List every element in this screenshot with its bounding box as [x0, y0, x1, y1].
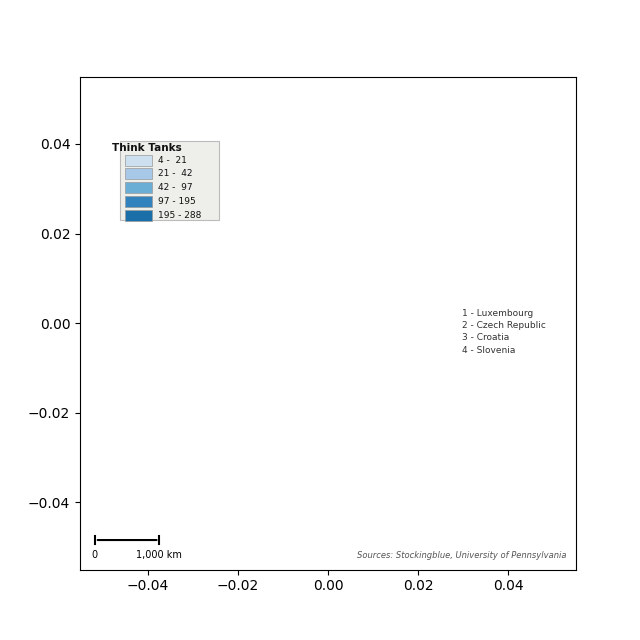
Text: 1,000 km: 1,000 km: [136, 550, 182, 560]
Text: 4 - Slovenia: 4 - Slovenia: [462, 346, 515, 355]
FancyBboxPatch shape: [125, 155, 152, 166]
Text: 1 - Luxembourg: 1 - Luxembourg: [462, 309, 533, 318]
Text: 0: 0: [92, 550, 98, 560]
Text: 42 -  97: 42 - 97: [158, 183, 193, 192]
Text: 3 - Croatia: 3 - Croatia: [462, 333, 509, 342]
FancyBboxPatch shape: [125, 182, 152, 193]
Text: 4 -  21: 4 - 21: [158, 156, 187, 164]
Text: 2 - Czech Republic: 2 - Czech Republic: [462, 321, 546, 330]
Text: 97 - 195: 97 - 195: [158, 197, 196, 206]
FancyBboxPatch shape: [125, 168, 152, 179]
Text: 21 -  42: 21 - 42: [158, 170, 193, 179]
FancyBboxPatch shape: [125, 196, 152, 207]
FancyBboxPatch shape: [125, 210, 152, 221]
Text: Sources: Stockingblue, University of Pennsylvania: Sources: Stockingblue, University of Pen…: [356, 551, 566, 560]
Text: 195 - 288: 195 - 288: [158, 211, 201, 220]
FancyBboxPatch shape: [120, 141, 219, 220]
Text: Think Tanks: Think Tanks: [112, 143, 182, 153]
